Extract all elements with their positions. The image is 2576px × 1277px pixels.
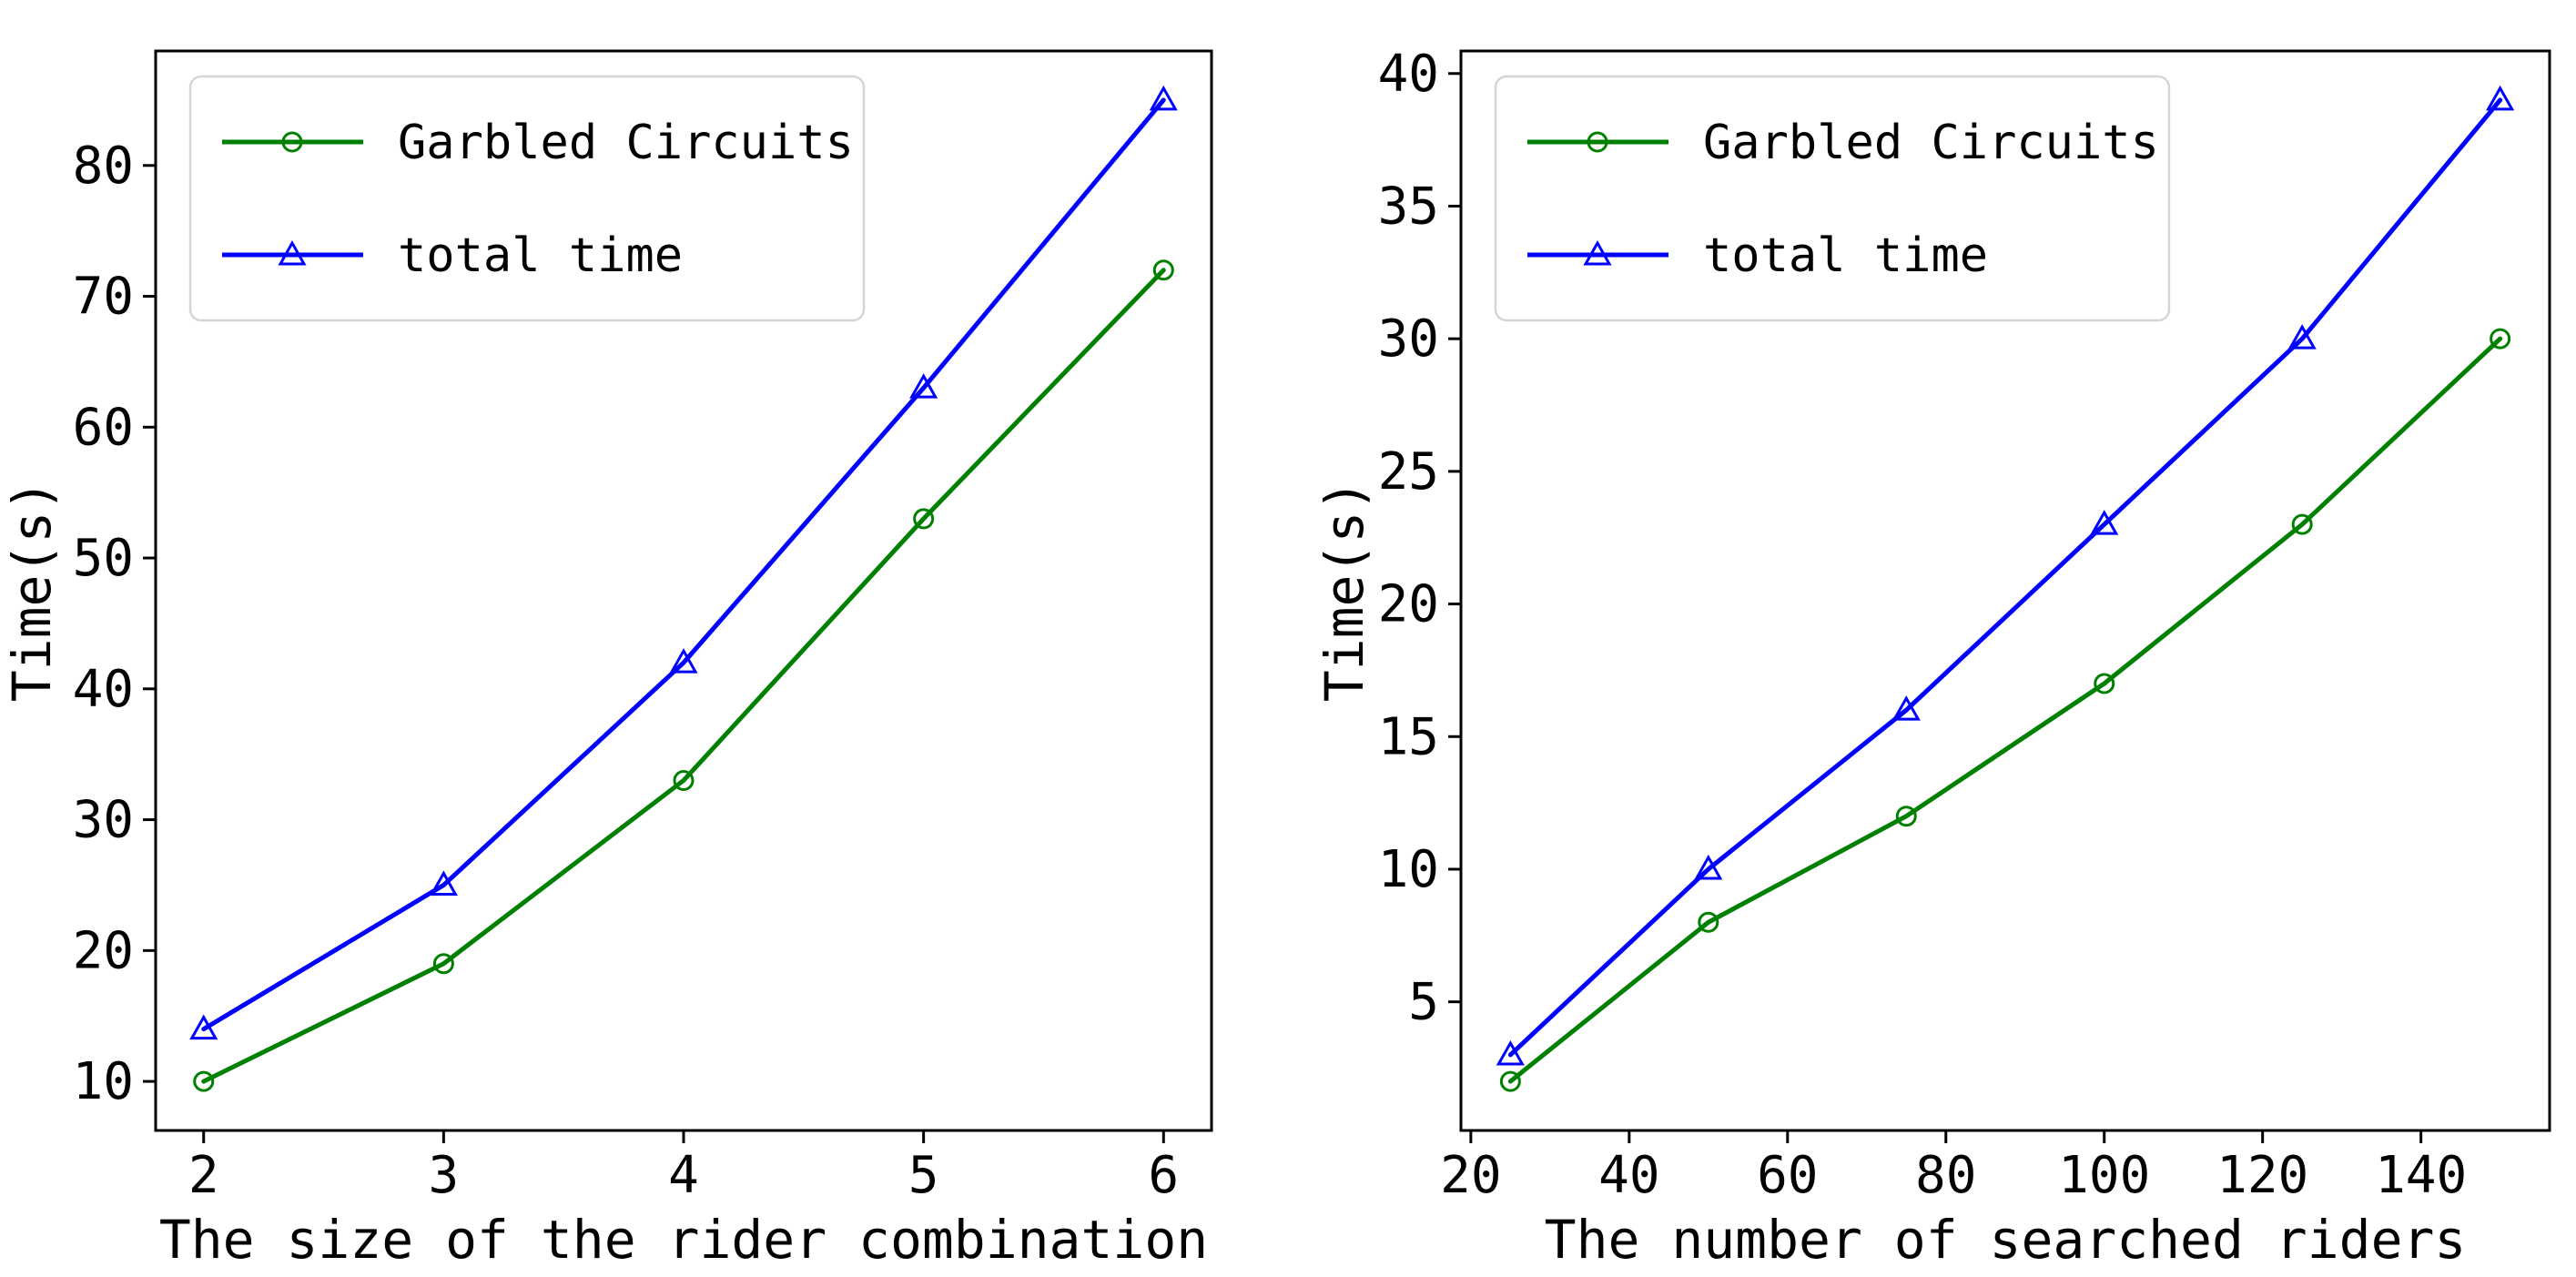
triangle-marker-total-time: [2287, 324, 2317, 350]
left-y-axis-label: Time(s): [1, 480, 63, 702]
x-tick-label: 120: [2216, 1146, 2308, 1205]
x-tick-label: 60: [1757, 1146, 1818, 1205]
right-legend-item-total-time: total time: [1527, 228, 1988, 283]
y-tick-label: 70: [73, 268, 134, 327]
x-tick-label: 5: [908, 1146, 939, 1205]
right-series-garbled-circuits: [1499, 328, 2511, 1092]
x-tick-label: 100: [2058, 1146, 2150, 1205]
left-series-total-time: [189, 85, 1178, 1040]
right-legend-item-garbled-circuits: Garbled Circuits: [1527, 116, 2159, 170]
triangle-marker-total-time: [189, 1014, 218, 1040]
legend-label-garbled-circuits: Garbled Circuits: [398, 116, 854, 170]
circle-marker-garbled-circuits: [2490, 328, 2511, 350]
x-tick-label: 3: [429, 1146, 460, 1205]
left-series-garbled-circuits: [193, 259, 1174, 1092]
left-legend: Garbled Circuits total time: [188, 75, 866, 322]
y-tick-label: 40: [73, 660, 134, 719]
triangle-marker-total-time: [1496, 1039, 1525, 1066]
legend-label-total-time: total time: [1703, 228, 1988, 283]
x-tick-label: 4: [668, 1146, 699, 1205]
y-tick-label: 60: [73, 398, 134, 457]
y-tick-label: 50: [73, 529, 134, 588]
y-tick-label: 15: [1378, 707, 1439, 766]
triangle-marker-legend-total-time: [1583, 239, 1612, 266]
triangle-marker-total-time: [1149, 85, 1178, 111]
y-tick-label: 35: [1378, 177, 1439, 236]
right-y-axis-label: Time(s): [1313, 480, 1375, 702]
circle-marker-garbled-circuits: [1895, 806, 1917, 827]
left-legend-box: [188, 75, 866, 322]
left-legend-item-total-time: total time: [222, 228, 683, 283]
y-tick-label: 10: [73, 1052, 134, 1111]
x-tick-label: 20: [1440, 1146, 1501, 1205]
x-tick-label: 140: [2375, 1146, 2467, 1205]
circle-marker-garbled-circuits: [913, 508, 935, 530]
circle-marker-garbled-circuits: [1152, 259, 1174, 281]
y-tick-label: 80: [73, 137, 134, 196]
legend-label-garbled-circuits: Garbled Circuits: [1703, 116, 2159, 170]
circle-marker-garbled-circuits: [2094, 673, 2115, 694]
y-tick-label: 40: [1378, 45, 1439, 104]
line-garbled-circuits: [201, 268, 1166, 1084]
line-garbled-circuits: [1507, 336, 2503, 1084]
circle-marker-garbled-circuits: [432, 953, 454, 975]
x-tick-label: 2: [188, 1146, 219, 1205]
circle-marker-legend-garbled-circuits: [281, 131, 303, 153]
right-y-axis: 5 10 15 20 25 30 35 40: [1378, 45, 1461, 1032]
circle-marker-garbled-circuits: [193, 1070, 215, 1092]
triangle-marker-total-time: [2486, 85, 2515, 111]
right-x-axis: 20 40 60 80 100 120 140: [1440, 1130, 2467, 1205]
y-tick-label: 25: [1378, 442, 1439, 502]
right-plot-frame: [1459, 49, 2551, 1132]
left-legend-item-garbled-circuits: Garbled Circuits: [222, 116, 854, 170]
triangle-marker-total-time: [1891, 695, 1921, 721]
line-total-time: [1507, 97, 2503, 1058]
left-chart: 2 3 4 5 6 10 20 30 40 50 60 70 80 The size of the rid…: [1, 49, 1213, 1271]
left-y-axis: 10 20 30 40 50 60 70 80: [73, 137, 156, 1111]
circle-marker-garbled-circuits: [1698, 911, 1719, 933]
x-tick-label: 6: [1148, 1146, 1179, 1205]
triangle-marker-total-time: [669, 648, 698, 674]
y-tick-label: 30: [73, 791, 134, 850]
circle-marker-garbled-circuits: [1499, 1070, 1521, 1092]
triangle-marker-total-time: [909, 373, 938, 399]
line-total-time: [201, 97, 1166, 1032]
x-tick-label: 40: [1598, 1146, 1659, 1205]
triangle-marker-total-time: [2090, 510, 2119, 535]
triangle-marker-legend-total-time: [278, 239, 307, 266]
right-series-total-time: [1496, 85, 2515, 1066]
left-x-axis: 2 3 4 5 6: [188, 1130, 1179, 1205]
circle-marker-garbled-circuits: [673, 769, 695, 791]
circle-marker-legend-garbled-circuits: [1587, 131, 1608, 153]
y-tick-label: 5: [1408, 973, 1439, 1032]
right-x-axis-label: The number of searched riders: [1545, 1209, 2467, 1271]
y-tick-label: 10: [1378, 840, 1439, 899]
legend-label-total-time: total time: [398, 228, 683, 283]
y-tick-label: 20: [1378, 575, 1439, 634]
y-tick-label: 30: [1378, 309, 1439, 369]
circle-marker-garbled-circuits: [2291, 513, 2313, 535]
triangle-marker-total-time: [1694, 854, 1723, 880]
y-tick-label: 20: [73, 921, 134, 980]
triangle-marker-total-time: [429, 870, 458, 896]
x-tick-label: 80: [1915, 1146, 1976, 1205]
right-legend-box: [1494, 75, 2171, 322]
right-legend: Garbled Circuits total time: [1494, 75, 2171, 322]
left-x-axis-label: The size of the rider combination: [159, 1209, 1208, 1271]
